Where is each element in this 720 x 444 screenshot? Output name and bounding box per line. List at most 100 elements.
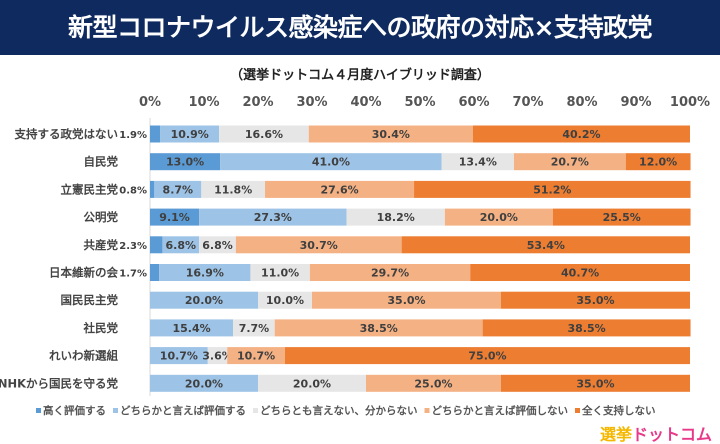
data-label: 35.0% — [387, 294, 425, 307]
bar-segment — [150, 153, 221, 171]
bar-segment — [207, 347, 228, 365]
bar-segment — [160, 125, 220, 143]
bar-segment — [472, 125, 690, 143]
bar-segment — [233, 319, 275, 337]
x-tick-label: 10% — [188, 95, 219, 110]
category-label: 国民民主党 — [61, 293, 119, 307]
data-label: 12.0% — [639, 156, 677, 169]
data-label: 18.2% — [377, 211, 415, 224]
data-label: 25.0% — [414, 377, 452, 390]
bar-segment — [162, 236, 200, 254]
legend-swatch — [113, 408, 118, 413]
data-label: 7.7% — [239, 322, 270, 335]
category-label: れいわ新選組 — [49, 349, 118, 363]
bar-segment — [250, 264, 310, 281]
data-label: 27.6% — [320, 183, 358, 196]
bar-segment — [441, 153, 514, 171]
bar-segment — [308, 125, 473, 143]
data-label: 25.5% — [603, 211, 641, 224]
legend-label: どちらかと言えば評価する — [120, 404, 246, 417]
bar-segment — [235, 236, 402, 254]
data-label: 3.6% — [202, 350, 233, 363]
data-label: 15.4% — [172, 322, 210, 335]
data-label: 10.7% — [160, 350, 198, 363]
data-label: 10.7% — [237, 350, 275, 363]
data-label: 35.0% — [576, 377, 614, 390]
bar-segment — [501, 374, 690, 392]
category-label: 支持する政党はない — [14, 127, 119, 141]
bar-segment — [150, 125, 161, 143]
bar-segment — [312, 291, 501, 309]
category-label: 公明党 — [84, 210, 119, 224]
category-label: 社民党 — [83, 321, 119, 335]
legend-label: 全く支持しない — [581, 404, 656, 417]
legend-label: どちらとも言えない、分からない — [260, 404, 418, 417]
data-label: 16.6% — [245, 128, 283, 141]
data-label: 30.7% — [300, 239, 338, 252]
data-label: 2.3% — [119, 241, 147, 252]
bar-segment — [201, 180, 266, 198]
bar-segment — [414, 180, 691, 198]
bar-segment — [258, 374, 366, 392]
bar-segment — [346, 208, 445, 226]
data-label: 16.9% — [186, 267, 224, 280]
data-label: 13.0% — [166, 156, 204, 169]
data-label: 51.2% — [533, 183, 571, 196]
bar-segment — [258, 291, 312, 309]
legend-swatch — [575, 408, 580, 413]
legend-swatch — [36, 408, 41, 413]
bar-segment — [401, 236, 690, 254]
x-tick-label: 30% — [296, 95, 327, 110]
category-label: 立憲民主党 — [61, 182, 119, 196]
bar-segment — [159, 264, 251, 281]
chart-subtitle: （選挙ドットコム４月度ハイブリッド調査） — [230, 68, 490, 83]
bar-segment — [150, 319, 234, 337]
data-label: 1.9% — [119, 130, 147, 141]
bar-segment — [366, 374, 501, 392]
bar-segment — [199, 208, 347, 226]
data-label: 8.7% — [163, 183, 194, 196]
bar-segment — [150, 291, 258, 309]
legend-label: どちらかと言えば評価しない — [432, 404, 569, 417]
data-label: 41.0% — [312, 156, 350, 169]
logo-part1: 選挙 — [599, 425, 632, 444]
data-label: 38.5% — [360, 322, 398, 335]
bar-segment — [199, 236, 236, 254]
data-label: 20.7% — [551, 156, 589, 169]
bar-segment — [150, 180, 155, 198]
chart-title: 新型コロナウイルス感染症への政府の対応×支持政党 — [0, 0, 720, 55]
x-tick-label: 0% — [139, 95, 161, 110]
data-label: 53.4% — [527, 239, 565, 252]
data-label: 20.0% — [293, 377, 331, 390]
data-label: 0.8% — [119, 185, 147, 196]
data-label: 20.0% — [185, 294, 223, 307]
bar-segment — [274, 319, 483, 337]
data-label: 40.7% — [561, 267, 599, 280]
data-label: 38.5% — [568, 322, 606, 335]
data-label: 35.0% — [576, 294, 614, 307]
category-label: 日本維新の会 — [49, 266, 118, 280]
bar-segment — [154, 180, 202, 198]
x-tick-label: 100% — [670, 95, 710, 110]
logo: 選挙ドットコム — [600, 426, 712, 444]
category-label: 自民党 — [84, 155, 119, 169]
data-label: 30.4% — [372, 128, 410, 141]
x-tick-label: 80% — [566, 95, 597, 110]
data-label: 11.0% — [261, 267, 299, 280]
bar-segment — [552, 208, 691, 226]
category-label: 共産党 — [84, 238, 119, 252]
bar-segment — [625, 153, 691, 171]
x-tick-label: 40% — [350, 95, 381, 110]
x-tick-label: 60% — [458, 95, 489, 110]
data-label: 6.8% — [202, 239, 233, 252]
data-label: 6.8% — [166, 239, 197, 252]
data-label: 27.3% — [254, 211, 292, 224]
bar-segment — [265, 180, 415, 198]
bar-segment — [309, 264, 471, 281]
legend-label: 高く評価する — [43, 404, 106, 417]
legend-swatch — [253, 408, 258, 413]
x-tick-label: 70% — [512, 95, 543, 110]
bar-segment — [220, 153, 442, 171]
data-label: 11.8% — [214, 183, 252, 196]
